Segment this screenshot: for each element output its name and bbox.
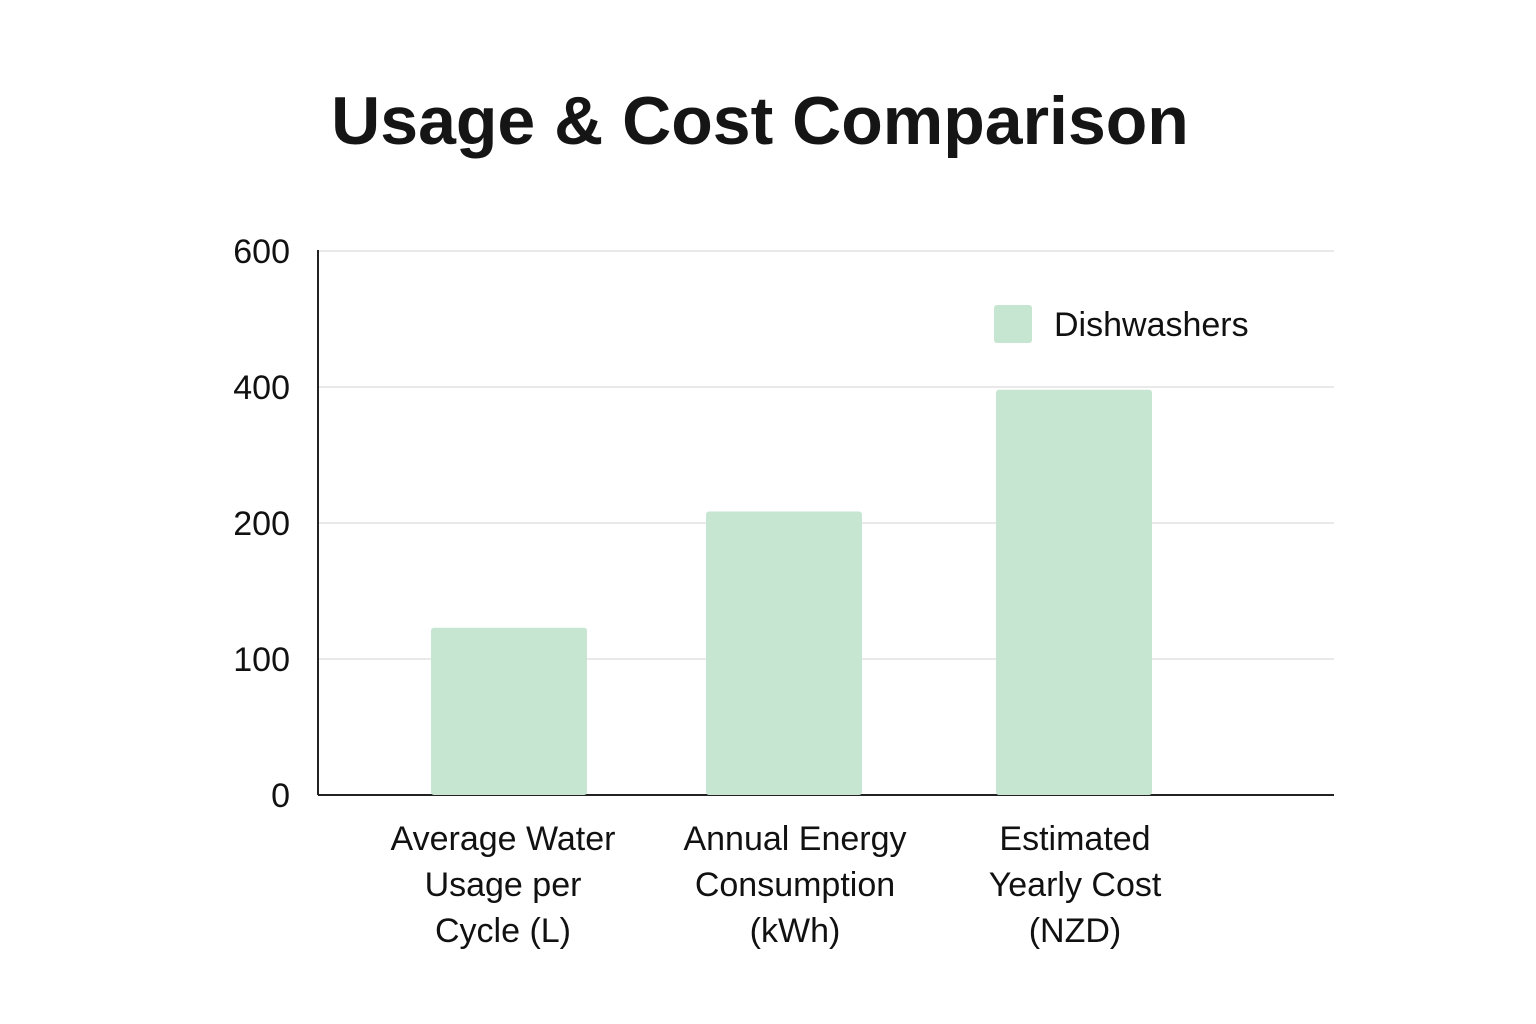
x-tick-label: Annual Energy Consumption (kWh) [683, 820, 906, 950]
legend-label: Dishwashers [1054, 306, 1249, 344]
x-tick-label: Estimated Yearly Cost (NZD) [989, 820, 1162, 950]
y-tick-label: 600 [233, 233, 290, 271]
y-tick-label: 0 [271, 777, 290, 815]
y-tick-label: 200 [233, 505, 290, 543]
y-tick-label: 100 [233, 641, 290, 679]
bar [706, 511, 862, 795]
chart-title: Usage & Cost Comparison [331, 83, 1189, 159]
bar [996, 389, 1152, 795]
y-tick-label: 400 [233, 369, 290, 407]
x-tick-label: Average Water Usage per Cycle (L) [391, 820, 616, 950]
legend-swatch [994, 305, 1032, 343]
bar [431, 627, 587, 795]
